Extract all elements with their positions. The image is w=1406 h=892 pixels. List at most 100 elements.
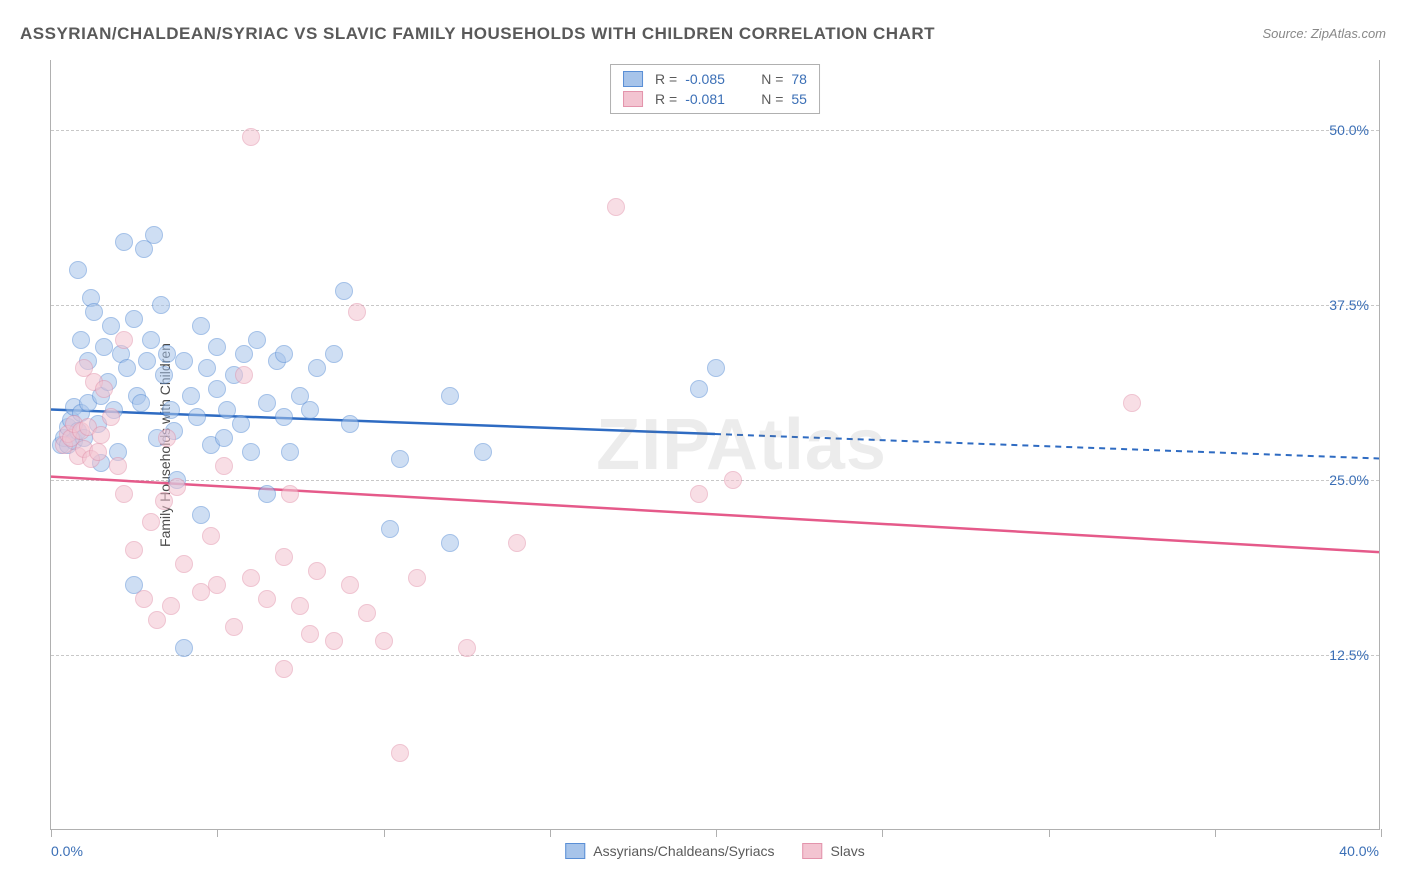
scatter-point bbox=[724, 471, 742, 489]
scatter-point bbox=[248, 331, 266, 349]
scatter-point bbox=[125, 541, 143, 559]
scatter-point bbox=[115, 233, 133, 251]
scatter-point bbox=[375, 632, 393, 650]
x-tick bbox=[1215, 829, 1216, 837]
x-tick bbox=[716, 829, 717, 837]
scatter-point bbox=[142, 331, 160, 349]
scatter-point bbox=[95, 380, 113, 398]
n-value-2: 55 bbox=[791, 91, 807, 107]
r-label: R = bbox=[655, 91, 677, 107]
scatter-point bbox=[215, 457, 233, 475]
scatter-point bbox=[135, 590, 153, 608]
x-axis-min-label: 0.0% bbox=[51, 843, 83, 859]
scatter-point bbox=[109, 457, 127, 475]
x-tick bbox=[1049, 829, 1050, 837]
scatter-point bbox=[690, 485, 708, 503]
scatter-point bbox=[441, 387, 459, 405]
legend-row-1: R = -0.085 N = 78 bbox=[623, 69, 807, 89]
scatter-point bbox=[508, 534, 526, 552]
legend-item: Assyrians/Chaldeans/Syriacs bbox=[565, 843, 774, 859]
chart-title: ASSYRIAN/CHALDEAN/SYRIAC VS SLAVIC FAMIL… bbox=[20, 24, 935, 44]
x-axis-max-label: 40.0% bbox=[1339, 843, 1379, 859]
scatter-point bbox=[258, 590, 276, 608]
scatter-point bbox=[89, 443, 107, 461]
correlation-legend: R = -0.085 N = 78 R = -0.081 N = 55 bbox=[610, 64, 820, 114]
scatter-point bbox=[188, 408, 206, 426]
legend-item: Slavs bbox=[803, 843, 865, 859]
gridline bbox=[51, 480, 1379, 481]
legend-row-2: R = -0.081 N = 55 bbox=[623, 89, 807, 109]
chart-plot-area: Family Households with Children 12.5%25.… bbox=[50, 60, 1380, 830]
scatter-point bbox=[341, 415, 359, 433]
scatter-point bbox=[69, 261, 87, 279]
scatter-point bbox=[132, 394, 150, 412]
gridline bbox=[51, 655, 1379, 656]
scatter-point bbox=[208, 576, 226, 594]
scatter-point bbox=[1123, 394, 1141, 412]
scatter-point bbox=[258, 485, 276, 503]
scatter-point bbox=[690, 380, 708, 398]
scatter-point bbox=[275, 548, 293, 566]
n-value-1: 78 bbox=[791, 71, 807, 87]
scatter-point bbox=[198, 359, 216, 377]
x-tick bbox=[217, 829, 218, 837]
scatter-point bbox=[162, 401, 180, 419]
scatter-point bbox=[458, 639, 476, 657]
legend-swatch-2 bbox=[623, 91, 643, 107]
scatter-point bbox=[258, 394, 276, 412]
scatter-point bbox=[225, 618, 243, 636]
scatter-point bbox=[441, 534, 459, 552]
y-tick-label: 37.5% bbox=[1329, 297, 1369, 313]
scatter-point bbox=[235, 366, 253, 384]
scatter-point bbox=[325, 632, 343, 650]
scatter-point bbox=[202, 527, 220, 545]
scatter-point bbox=[142, 513, 160, 531]
scatter-point bbox=[208, 338, 226, 356]
scatter-point bbox=[138, 352, 156, 370]
scatter-point bbox=[175, 352, 193, 370]
scatter-point bbox=[118, 359, 136, 377]
x-tick bbox=[384, 829, 385, 837]
scatter-point bbox=[175, 555, 193, 573]
scatter-point bbox=[275, 660, 293, 678]
scatter-point bbox=[242, 128, 260, 146]
scatter-point bbox=[168, 478, 186, 496]
scatter-point bbox=[72, 331, 90, 349]
gridline bbox=[51, 305, 1379, 306]
y-tick-label: 12.5% bbox=[1329, 647, 1369, 663]
legend-swatch-1 bbox=[623, 71, 643, 87]
scatter-point bbox=[162, 597, 180, 615]
scatter-point bbox=[75, 359, 93, 377]
scatter-point bbox=[95, 338, 113, 356]
scatter-point bbox=[125, 310, 143, 328]
scatter-point bbox=[291, 597, 309, 615]
scatter-point bbox=[242, 443, 260, 461]
scatter-point bbox=[242, 569, 260, 587]
n-label: N = bbox=[761, 91, 783, 107]
scatter-point bbox=[235, 345, 253, 363]
y-tick-label: 25.0% bbox=[1329, 472, 1369, 488]
scatter-point bbox=[391, 450, 409, 468]
scatter-point bbox=[208, 380, 226, 398]
watermark: ZIPAtlas bbox=[596, 404, 887, 486]
legend-swatch bbox=[565, 843, 585, 859]
scatter-point bbox=[341, 576, 359, 594]
scatter-point bbox=[308, 359, 326, 377]
source-label: Source: ZipAtlas.com bbox=[1262, 26, 1386, 41]
scatter-point bbox=[115, 485, 133, 503]
scatter-point bbox=[275, 408, 293, 426]
scatter-point bbox=[148, 611, 166, 629]
n-label: N = bbox=[761, 71, 783, 87]
scatter-point bbox=[155, 492, 173, 510]
scatter-point bbox=[175, 639, 193, 657]
scatter-point bbox=[102, 408, 120, 426]
scatter-point bbox=[85, 303, 103, 321]
scatter-point bbox=[335, 282, 353, 300]
scatter-point bbox=[281, 443, 299, 461]
r-label: R = bbox=[655, 71, 677, 87]
scatter-point bbox=[275, 345, 293, 363]
scatter-point bbox=[408, 569, 426, 587]
scatter-point bbox=[381, 520, 399, 538]
scatter-point bbox=[192, 583, 210, 601]
scatter-point bbox=[391, 744, 409, 762]
